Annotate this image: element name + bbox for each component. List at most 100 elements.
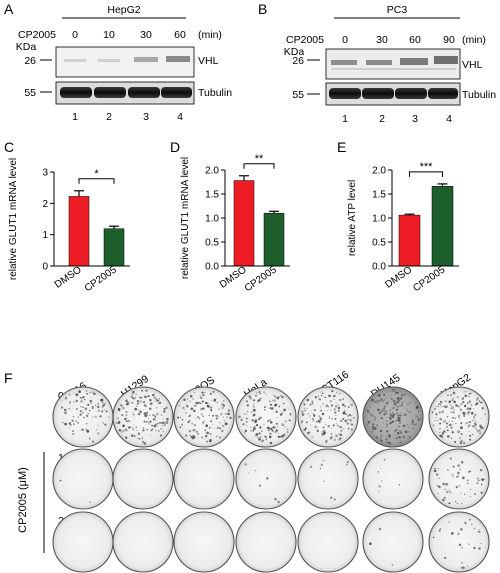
colony-speckles xyxy=(369,527,394,566)
colony-speckles xyxy=(309,459,349,501)
vhl-bands-a xyxy=(64,56,190,62)
treatment-label-f: CP2005 (μM) xyxy=(17,467,29,533)
plate-b16-0 xyxy=(52,386,114,448)
plate-dish xyxy=(52,511,114,573)
bar-e-dmso xyxy=(398,214,421,267)
y-tick-label-e-1-0: 1.0 xyxy=(372,214,386,225)
plate-hct116-1-25 xyxy=(297,448,359,510)
bar-chart-c: 0 1 2 3 relative GLUT1 mRNA level DMSO CP2005 * xyxy=(8,158,130,294)
category-label-e-cp2005: CP2005 xyxy=(411,264,447,294)
panel-b: B PC3 CP2005 KDa 0 30 60 90 (min) 26 VHL… xyxy=(258,1,496,125)
bar-c-dmso xyxy=(68,196,90,267)
lane-a-4: 4 xyxy=(177,111,183,123)
plate-dish xyxy=(52,386,114,448)
plate-du145-2-5 xyxy=(362,511,424,573)
plate-dish xyxy=(235,448,297,510)
colony-speckles xyxy=(116,389,169,445)
treatment-label-b: CP2005 xyxy=(286,34,324,46)
lane-b-2: 2 xyxy=(379,113,385,125)
category-label-e-dmso: DMSO xyxy=(383,264,414,290)
y-tick-label-c-3: 3 xyxy=(42,168,48,179)
significance-label-c: * xyxy=(94,168,99,180)
y-axis-title-d: relative GLUT1 mRNA level xyxy=(180,157,191,279)
y-tick-label-c-0: 0 xyxy=(42,262,48,273)
colony-speckles xyxy=(177,390,232,444)
blot-label-a-tubulin: Tubulin xyxy=(198,87,232,99)
plate-du145-1-25 xyxy=(362,448,424,510)
bar-d-dmso xyxy=(233,180,255,267)
plate-dish xyxy=(297,511,359,573)
colony-plates xyxy=(52,386,490,573)
y-axis-title-c: relative GLUT1 mRNA level xyxy=(8,158,19,280)
bar-d-cp2005 xyxy=(263,212,285,267)
panel-f: F CP2005 (μM) B16H1299U2OSHeLaHCT116DU14… xyxy=(4,369,490,573)
y-tick-label-d-1-5: 1.5 xyxy=(205,190,219,201)
colony-speckles xyxy=(300,390,355,444)
significance-bracket-c xyxy=(78,178,115,184)
plate-b16-1-25 xyxy=(52,448,114,510)
time-unit-a: (min) xyxy=(198,29,222,41)
plate-dish xyxy=(173,511,235,573)
time-point-b-1: 0 xyxy=(342,34,348,46)
plate-hela-2-5 xyxy=(235,511,297,573)
significance-label-d: ** xyxy=(255,153,264,165)
y-tick-label-d-0-5: 0.5 xyxy=(205,238,219,249)
panel-letter-d: D xyxy=(170,139,180,155)
plate-dish xyxy=(112,386,174,448)
plate-dish xyxy=(362,511,424,573)
time-point-a-1: 0 xyxy=(72,29,78,41)
plate-hepg2-1-25 xyxy=(428,448,490,510)
lane-b-4: 4 xyxy=(446,113,452,125)
bar-e-cp2005 xyxy=(431,186,454,267)
lane-b-3: 3 xyxy=(412,113,418,125)
plate-dish xyxy=(428,448,490,510)
category-label-d-cp2005: CP2005 xyxy=(243,264,279,294)
plate-h1299-0 xyxy=(112,386,174,448)
plate-u2os-0 xyxy=(173,386,235,448)
lane-a-2: 2 xyxy=(106,111,112,123)
y-tick-label-e-2-0: 2.0 xyxy=(372,166,386,177)
y-tick-label-e-0-5: 0.5 xyxy=(372,238,386,249)
colony-speckles xyxy=(244,462,280,504)
plate-hela-0 xyxy=(235,386,297,448)
time-point-a-4: 60 xyxy=(174,29,186,41)
colony-speckles xyxy=(377,458,401,493)
marker-b-26: 26 xyxy=(292,55,304,67)
time-point-a-3: 30 xyxy=(140,29,152,41)
plate-dish xyxy=(52,448,114,510)
y-tick-label-e-0-0: 0.0 xyxy=(372,262,386,273)
bar-c-cp2005 xyxy=(103,228,125,267)
significance-label-e: *** xyxy=(420,161,434,173)
y-tick-label-d-1-0: 1.0 xyxy=(205,214,219,225)
y-tick-label-c-2: 2 xyxy=(42,199,48,210)
panel-letter-c: C xyxy=(4,139,14,155)
bar-chart-d: 0.0 0.5 1.0 1.5 2.0 relative GLUT1 mRNA level… xyxy=(180,153,290,294)
colony-speckles xyxy=(432,518,482,569)
tubulin-bands-a xyxy=(60,87,192,98)
plate-b16-2-5 xyxy=(52,511,114,573)
plate-dish xyxy=(297,448,359,510)
blot-label-b-tubulin: Tubulin xyxy=(462,89,496,101)
marker-a-26: 26 xyxy=(24,55,36,67)
marker-b-55: 55 xyxy=(292,89,304,101)
blot-label-a-vhl: VHL xyxy=(198,55,219,67)
plate-hepg2-0 xyxy=(428,386,490,448)
time-unit-b: (min) xyxy=(462,34,486,46)
plate-du145-0 xyxy=(362,386,424,448)
vhl-bands-b xyxy=(331,56,458,70)
tubulin-bands-b xyxy=(329,88,458,99)
lane-a-3: 3 xyxy=(143,111,149,123)
plate-dish xyxy=(428,511,490,573)
plate-dish xyxy=(112,511,174,573)
plate-hct116-2-5 xyxy=(297,511,359,573)
panel-letter-f: F xyxy=(4,370,13,386)
category-label-c-dmso: DMSO xyxy=(53,264,84,290)
plate-dish xyxy=(173,448,235,510)
colony-speckles xyxy=(59,479,102,503)
colony-speckles xyxy=(366,389,421,445)
panel-letter-a: A xyxy=(4,1,14,17)
colony-speckles xyxy=(433,454,485,505)
plate-u2os-2-5 xyxy=(173,511,235,573)
y-tick-label-e-1-5: 1.5 xyxy=(372,190,386,201)
time-point-b-4: 90 xyxy=(443,34,455,46)
